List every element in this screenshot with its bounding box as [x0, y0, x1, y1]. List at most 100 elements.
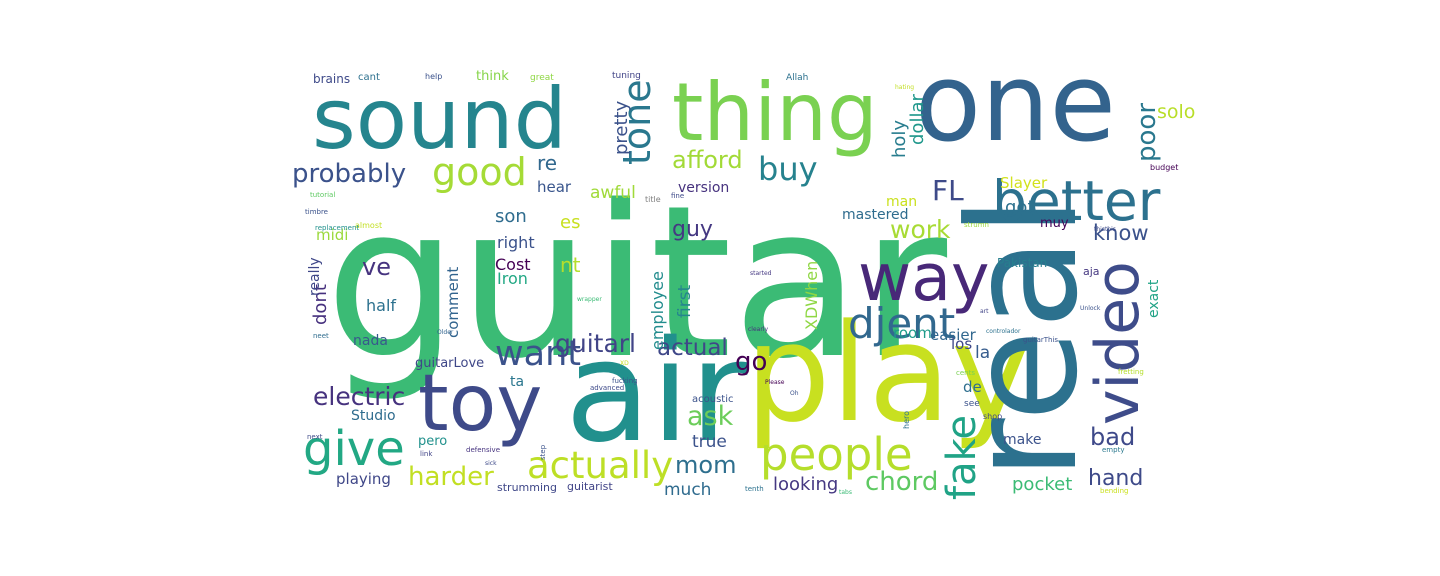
cloud-word: Cost — [495, 255, 531, 274]
cloud-word: probably — [292, 159, 406, 189]
cloud-word: make — [1003, 432, 1041, 448]
cloud-word: wrapper — [577, 296, 602, 303]
cloud-word: la — [975, 343, 990, 363]
cloud-word: exact — [1146, 279, 1162, 318]
cloud-word: looking — [773, 474, 838, 495]
cloud-word: almost — [355, 221, 382, 230]
cloud-word: shop — [983, 412, 1002, 421]
cloud-word: Pakistan — [997, 256, 1047, 270]
cloud-word: Studio — [351, 408, 396, 424]
cloud-word: right — [497, 233, 535, 252]
cloud-word: thisthis — [1094, 226, 1116, 233]
cloud-word: toy — [418, 359, 542, 449]
cloud-word: acoustic — [692, 394, 734, 405]
cloud-word: harder — [408, 462, 494, 492]
cloud-word: solo — [1157, 101, 1195, 123]
cloud-word: defensive — [466, 446, 500, 454]
cloud-word: step — [539, 444, 547, 460]
cloud-word: timbre — [305, 208, 328, 216]
cloud-word: XDWhen — [802, 261, 821, 330]
cloud-word: guitar — [325, 160, 948, 405]
cloud-word: know — [1093, 221, 1149, 245]
cloud-word: guitarLove — [415, 356, 484, 371]
cloud-word: version — [678, 180, 729, 196]
cloud-word: clearly — [748, 326, 768, 333]
cloud-word: employee — [648, 271, 667, 350]
cloud-word: air — [565, 311, 748, 474]
cloud-word: help — [425, 72, 442, 81]
cloud-word: replacement — [315, 224, 359, 232]
cloud-word: guitarist — [567, 480, 613, 493]
cloud-word: dollar — [907, 94, 928, 145]
cloud-word: got — [1005, 197, 1035, 218]
cloud-word: aja — [1083, 265, 1100, 278]
cloud-word: comment — [444, 267, 462, 338]
cloud-word: playing — [336, 470, 391, 488]
cloud-word: room — [893, 324, 932, 342]
cloud-word: cents — [956, 369, 975, 377]
cloud-word: Iron — [497, 269, 528, 288]
cloud-word: Unlock — [1080, 305, 1101, 312]
cloud-word: fake — [939, 415, 985, 500]
cloud-word: people — [760, 428, 913, 481]
cloud-word: title — [645, 195, 661, 204]
cloud-word: hating — [895, 84, 914, 91]
cloud-word: afford — [672, 146, 743, 174]
cloud-word: guy — [672, 217, 713, 242]
cloud-word: ta — [510, 374, 524, 390]
cloud-word: bad — [1090, 423, 1135, 451]
cloud-word: electric — [313, 382, 405, 411]
cloud-word: tone — [615, 79, 659, 165]
cloud-word: Slayer — [1000, 174, 1048, 192]
cloud-word: started — [750, 270, 772, 277]
cloud-word: great — [530, 73, 554, 83]
cloud-word: give — [303, 421, 405, 477]
cloud-word: think — [476, 69, 509, 84]
cloud-word: bending — [1100, 487, 1128, 495]
cloud-word: Allah — [786, 73, 808, 83]
cloud-word: mastered — [842, 207, 909, 223]
cloud-word: mom — [675, 451, 736, 479]
cloud-word: true — [692, 432, 727, 452]
cloud-word: los — [951, 335, 972, 353]
cloud-word: nt — [560, 253, 581, 277]
cloud-word: empty — [1102, 446, 1124, 454]
cloud-word: es — [560, 212, 580, 233]
cloud-word: buy — [758, 150, 818, 188]
cloud-word: man — [886, 194, 917, 210]
cloud-word: guitarl — [555, 329, 636, 358]
cloud-word: pretty — [611, 100, 632, 155]
cloud-word: fucking — [612, 377, 638, 385]
cloud-word: link — [420, 450, 433, 458]
cloud-word: Older — [437, 329, 454, 336]
cloud-word: first — [675, 284, 695, 318]
cloud-word: much — [664, 480, 711, 500]
cloud-word: strumming — [497, 481, 557, 494]
cloud-word: midi — [316, 226, 348, 244]
cloud-word: thing — [672, 66, 878, 159]
cloud-word: tuning — [612, 71, 641, 81]
cloud-word: guitarThis — [1023, 336, 1058, 344]
cloud-word: nada — [353, 333, 388, 349]
cloud-word: budget — [1150, 163, 1178, 172]
cloud-word: FL — [932, 174, 964, 207]
cloud-word: strumn — [964, 221, 989, 229]
cloud-word: XD — [620, 360, 629, 367]
cloud-word: djent — [848, 299, 955, 348]
cloud-word: one — [915, 41, 1116, 166]
cloud-word: controlador — [986, 328, 1021, 335]
cloud-word: easier — [930, 326, 977, 344]
cloud-word: next — [307, 433, 323, 441]
cloud-word: pocket — [1012, 474, 1072, 495]
cloud-word: good — [432, 150, 527, 194]
cloud-word: holy — [889, 120, 910, 158]
cloud-word: poor — [1132, 103, 1162, 162]
cloud-word: brains — [313, 72, 350, 86]
cloud-word: fretting — [1118, 368, 1144, 376]
cloud-word: sick — [485, 460, 497, 467]
cloud-word: pero — [418, 434, 447, 449]
cloud-word: go — [735, 347, 767, 377]
cloud-word: ve — [362, 253, 391, 281]
cloud-word: half — [366, 296, 396, 315]
cloud-word: see — [964, 399, 980, 409]
